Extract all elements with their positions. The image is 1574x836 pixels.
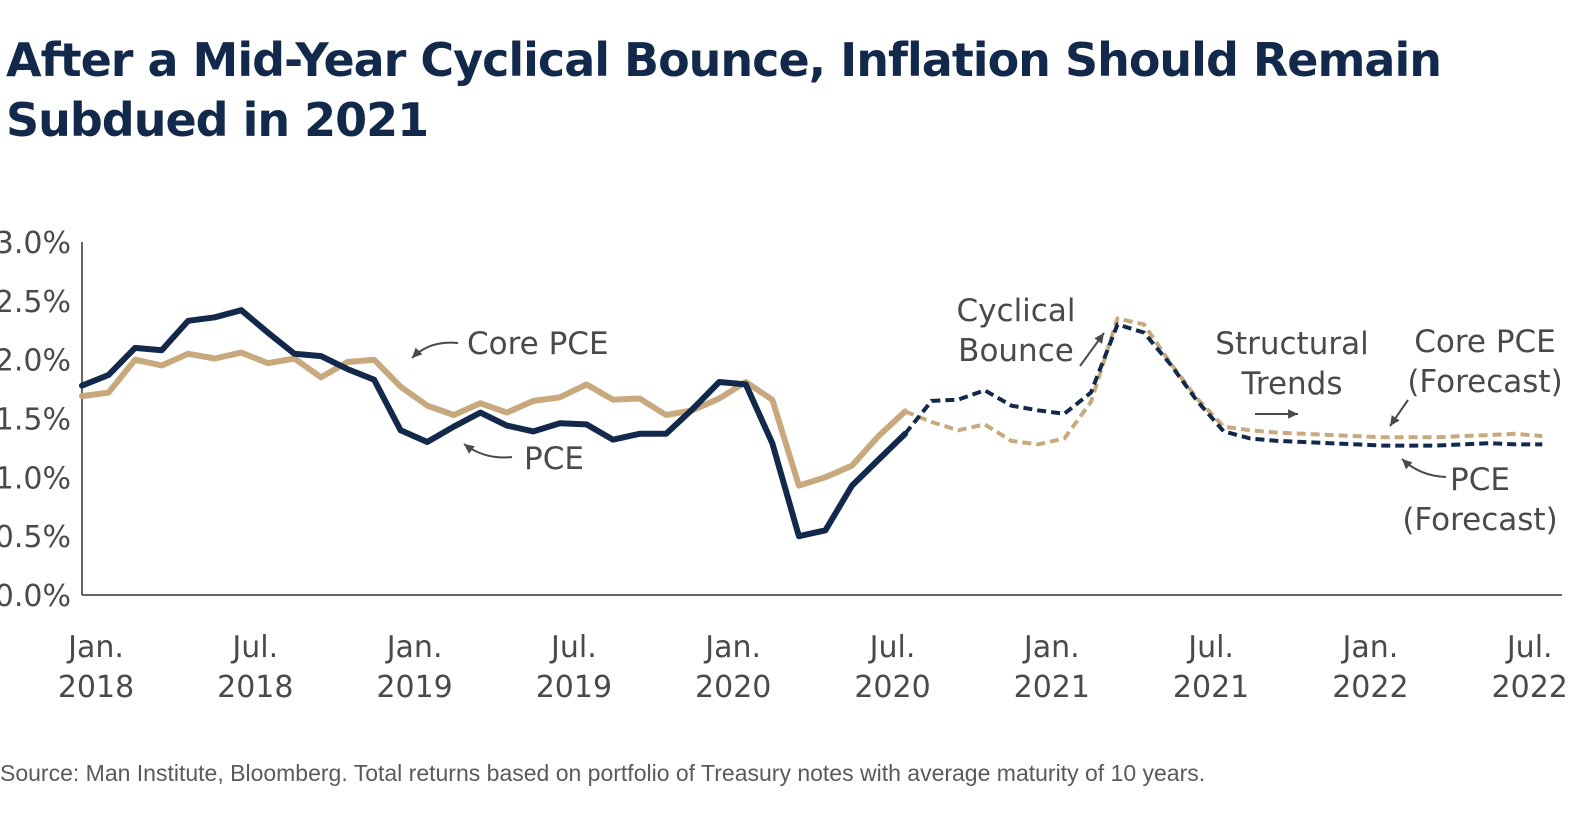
- y-tick-label: 0.0%: [0, 579, 71, 614]
- y-tick-label: 1.5%: [0, 403, 71, 438]
- x-tick-year: 2019: [376, 670, 452, 705]
- annotation-core-pce: Core PCE: [467, 326, 609, 362]
- x-tick-year: 2019: [536, 670, 612, 705]
- annotation-arrow: [463, 443, 513, 459]
- chart-title: After a Mid-Year Cyclical Bounce, Inflat…: [6, 30, 1546, 150]
- y-axis-ticks: 0.0% 0.5% 1.0% 1.5% 2.0% 2.5% 3.0%: [0, 226, 71, 614]
- series-lines: [79, 307, 1543, 540]
- x-tick-year: 2018: [217, 670, 293, 705]
- x-tick-year: 2020: [695, 670, 771, 705]
- annotation-pce-forecast: PCE (Forecast): [1402, 462, 1557, 538]
- source-note: Source: Man Institute, Bloomberg. Total …: [0, 760, 1206, 786]
- series-core-pce: [79, 349, 909, 489]
- x-tick-month: Jul.: [1186, 630, 1234, 665]
- x-tick-month: Jan.: [703, 630, 761, 665]
- x-tick-label: Jan. 2018: [58, 630, 134, 705]
- annotation-text: (Forecast): [1402, 502, 1557, 538]
- annotation-pce: PCE: [524, 441, 584, 477]
- x-tick-label: Jul. 2020: [854, 630, 930, 705]
- annotation-arrow: [1255, 409, 1298, 419]
- x-tick-label: Jul. 2019: [536, 630, 612, 705]
- y-tick-label: 0.5%: [0, 520, 71, 555]
- x-tick-year: 2022: [1492, 670, 1568, 705]
- annotation-text: (Forecast): [1407, 364, 1562, 400]
- annotation-structural: Structural Trends: [1215, 326, 1368, 402]
- x-tick-label: Jan. 2022: [1332, 630, 1408, 705]
- series-pce: [79, 307, 909, 540]
- x-tick-label: Jul. 2018: [217, 630, 293, 705]
- x-tick-month: Jan.: [385, 630, 443, 665]
- x-tick-label: Jan. 2019: [376, 630, 452, 705]
- x-tick-month: Jan.: [66, 630, 124, 665]
- annotation-text: Structural: [1215, 326, 1368, 362]
- annotations: Core PCE PCE Cyclical Bounce Structural Trend…: [411, 293, 1563, 538]
- y-tick-label: 2.5%: [0, 285, 71, 320]
- x-tick-year: 2020: [854, 670, 930, 705]
- annotation-arrow: [1389, 399, 1409, 427]
- x-axis-ticks: Jan. 2018 Jul. 2018 Jan. 2019 Jul. 2019 Jan. 2020…: [58, 630, 1568, 705]
- annotation-text: Bounce: [958, 333, 1074, 369]
- x-tick-label: Jan. 2021: [1014, 630, 1090, 705]
- annotation-arrow: [1079, 332, 1105, 367]
- title-line-1: After a Mid-Year Cyclical Bounce, Inflat…: [6, 33, 1442, 87]
- y-tick-label: 3.0%: [0, 226, 71, 261]
- x-tick-year: 2021: [1173, 670, 1249, 705]
- chart-axes: [81, 242, 1562, 596]
- x-tick-month: Jan.: [1341, 630, 1399, 665]
- title-line-2: Subdued in 2021: [6, 93, 429, 147]
- series-core-pce-forecast: [904, 316, 1543, 447]
- annotation-arrow: [411, 341, 459, 359]
- x-tick-label: Jul. 2021: [1173, 630, 1249, 705]
- x-tick-year: 2022: [1332, 670, 1408, 705]
- y-tick-label: 1.0%: [0, 461, 71, 496]
- annotation-arrow: [1401, 458, 1447, 478]
- annotation-core-forecast: Core PCE (Forecast): [1407, 324, 1562, 400]
- x-tick-label: Jul. 2022: [1492, 630, 1568, 705]
- annotation-text: PCE: [1450, 462, 1510, 498]
- x-tick-month: Jul.: [1505, 630, 1553, 665]
- x-tick-year: 2018: [58, 670, 134, 705]
- x-tick-month: Jul.: [868, 630, 916, 665]
- annotation-text: PCE: [524, 441, 584, 477]
- annotation-text: Trends: [1241, 366, 1343, 402]
- y-tick-label: 2.0%: [0, 344, 71, 379]
- x-tick-month: Jul.: [230, 630, 278, 665]
- x-tick-label: Jan. 2020: [695, 630, 771, 705]
- annotation-text: Core PCE: [467, 326, 609, 362]
- x-tick-month: Jul.: [549, 630, 597, 665]
- annotation-text: Cyclical: [957, 293, 1076, 329]
- annotation-text: Core PCE: [1414, 324, 1556, 360]
- x-tick-month: Jan.: [1022, 630, 1080, 665]
- x-tick-year: 2021: [1014, 670, 1090, 705]
- series-pce-forecast: [903, 322, 1543, 448]
- annotation-cyclical: Cyclical Bounce: [957, 293, 1076, 369]
